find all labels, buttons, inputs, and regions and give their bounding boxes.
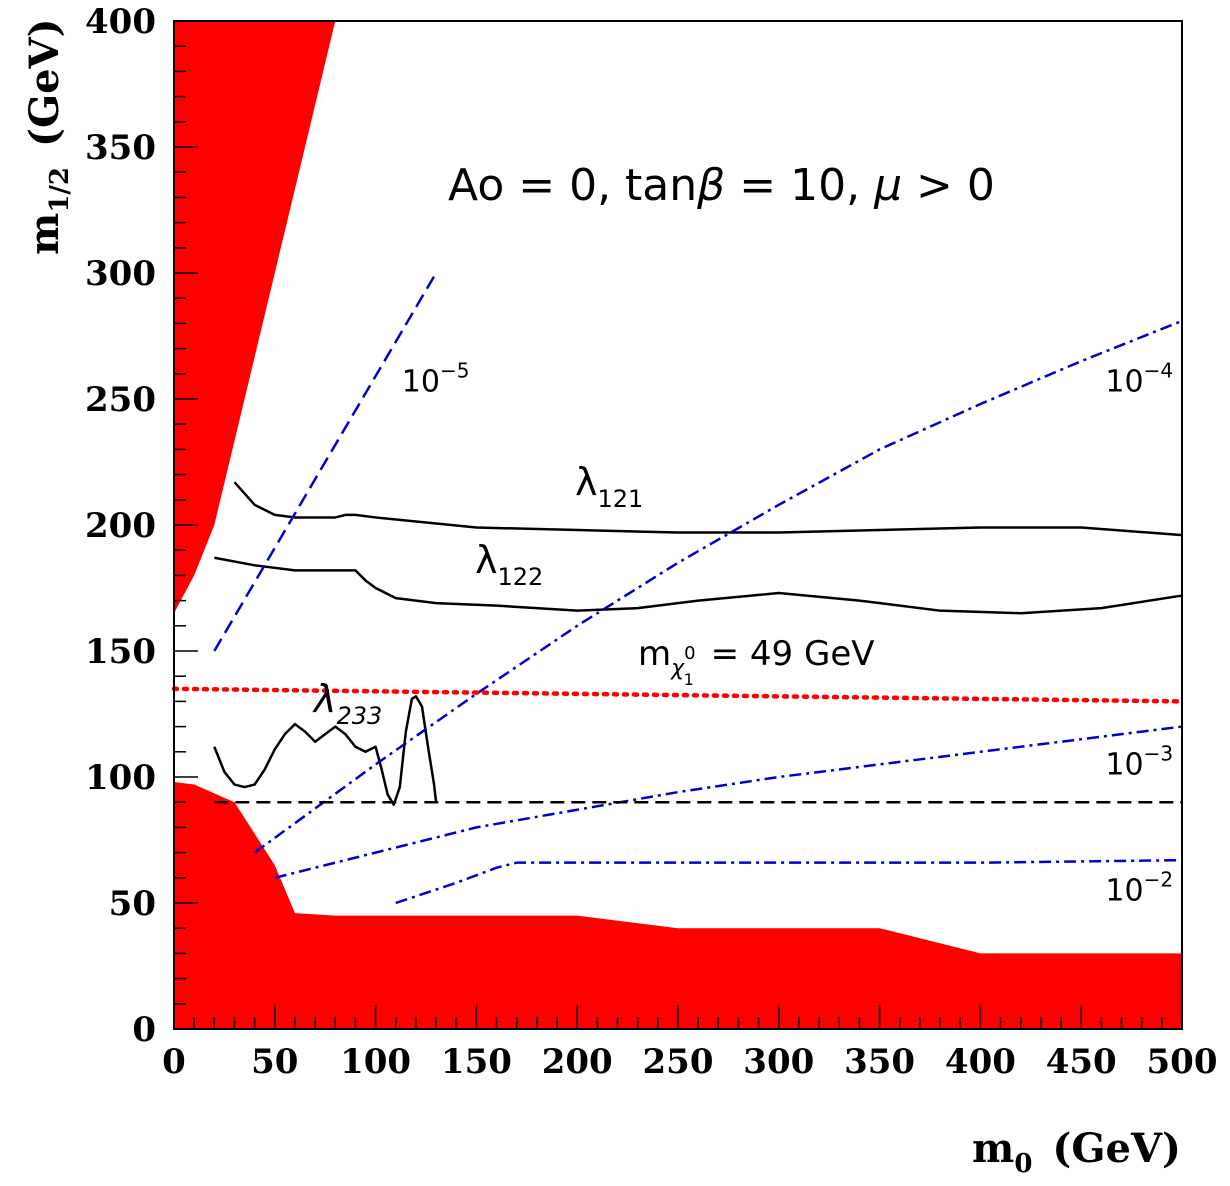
series-line-7 — [171, 686, 1185, 704]
contour-lines — [171, 272, 1185, 905]
y-tick-label: 250 — [85, 380, 156, 420]
y-tick-label: 200 — [85, 506, 156, 546]
x-tick-label: 450 — [1046, 1042, 1117, 1082]
x-tick-label: 400 — [945, 1042, 1016, 1082]
contour-value-labels: 10−5 10−4 10−3 10−2 — [402, 358, 1173, 908]
series-line-4 — [253, 319, 1183, 854]
y-tick-label: 150 — [85, 632, 156, 672]
x-tick-label: 250 — [643, 1042, 714, 1082]
y-tick-label: 350 — [85, 128, 156, 168]
y-tick-label: 0 — [132, 1010, 156, 1050]
label-1e-4: 10−4 — [1105, 358, 1173, 399]
title-mu: μ — [873, 160, 902, 211]
series-line-6 — [395, 858, 1183, 905]
axis-ticks — [173, 20, 1183, 1030]
x-tick-label: 50 — [251, 1042, 298, 1082]
excluded-bottom — [174, 782, 1182, 1029]
x-tick-label: 0 — [162, 1042, 186, 1082]
label-1e-5: 10−5 — [402, 358, 470, 399]
label-1e-3: 10−3 — [1105, 741, 1173, 782]
series-line-1 — [214, 556, 1183, 615]
excluded-upper-left — [174, 21, 336, 614]
y-axis-title: m1/2(GeV) — [21, 18, 75, 255]
label-lambda121: λ121 — [575, 460, 643, 513]
x-tick-label: 150 — [441, 1042, 512, 1082]
label-lambda122: λ122 — [475, 538, 543, 591]
chart-title: Ao = 0, tanβ = 10, μ > 0 — [448, 160, 995, 211]
y-tick-label: 100 — [85, 758, 156, 798]
label-1e-2: 10−2 — [1105, 867, 1173, 908]
title-a0: Ao = 0, tan — [448, 160, 697, 211]
x-tick-label: 350 — [844, 1042, 915, 1082]
x-axis-title: m0 (GeV) — [972, 1125, 1181, 1179]
excluded-regions — [174, 21, 1182, 1029]
series-line-2 — [213, 695, 438, 806]
x-tick-label: 500 — [1147, 1042, 1218, 1082]
title-end: > 0 — [902, 160, 995, 211]
label-neutralino-mass: mχ0 1 = 49 GeV — [638, 634, 875, 689]
series-line-3 — [213, 272, 438, 652]
x-tick-label: 300 — [743, 1042, 814, 1082]
x-tick-label: 200 — [542, 1042, 613, 1082]
title-mid: = 10, — [725, 160, 874, 211]
series-line-0 — [233, 481, 1183, 537]
y-tick-label: 400 — [85, 2, 156, 42]
tick-labels: 0 50 100 150 200 250 300 350 400 450 500 0 50 100 150 2… — [85, 2, 1217, 1082]
label-lambda233: λ233 — [312, 677, 382, 730]
y-tick-label: 50 — [109, 884, 156, 924]
title-beta: β — [696, 160, 725, 211]
series-line-5 — [274, 725, 1183, 880]
x-tick-label: 100 — [340, 1042, 411, 1082]
y-tick-label: 300 — [85, 254, 156, 294]
